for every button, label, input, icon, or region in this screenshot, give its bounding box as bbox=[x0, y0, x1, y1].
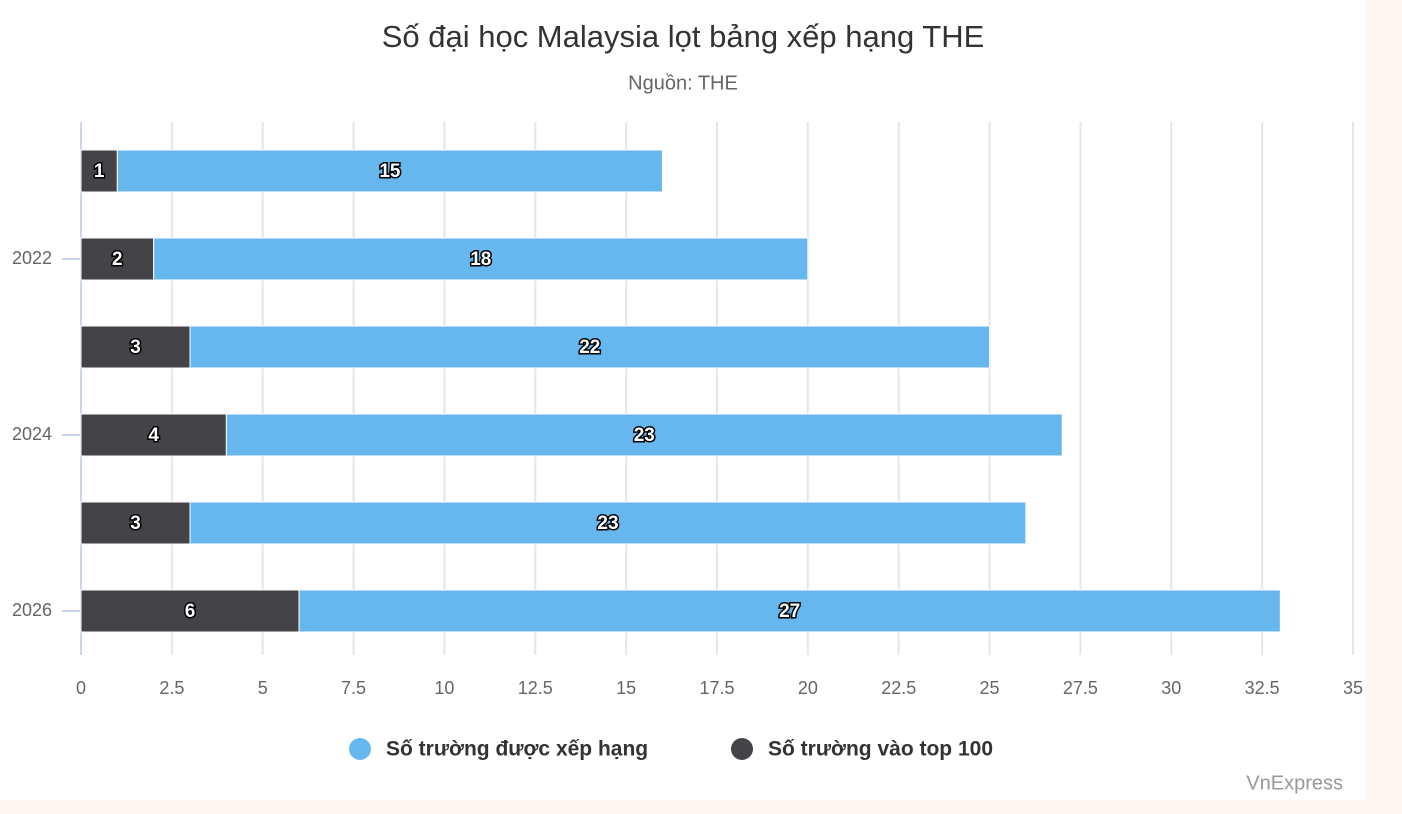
legend-marker[interactable] bbox=[349, 738, 371, 760]
legend-label[interactable]: Số trường được xếp hạng bbox=[386, 738, 648, 761]
x-tick-label: 20 bbox=[798, 678, 818, 698]
bar-segment bbox=[225, 413, 1063, 457]
bar-segment bbox=[80, 413, 227, 457]
y-tick-label: 2026 bbox=[12, 600, 52, 620]
y-tick-label: 2024 bbox=[12, 424, 52, 444]
x-tick-label: 5 bbox=[258, 678, 268, 698]
x-tick-label: 25 bbox=[980, 678, 1000, 698]
bar-segment bbox=[80, 501, 191, 545]
data-label: 18 bbox=[470, 249, 491, 270]
x-tick-label: 12.5 bbox=[518, 678, 553, 698]
data-label: 3 bbox=[130, 513, 141, 534]
x-tick-label: 17.5 bbox=[699, 678, 734, 698]
bar-segment bbox=[189, 325, 991, 369]
x-tick-label: 35 bbox=[1343, 678, 1363, 698]
data-label: 22 bbox=[579, 337, 600, 358]
bar-segment bbox=[116, 149, 663, 193]
bar-segment bbox=[80, 325, 191, 369]
chart-background bbox=[0, 0, 1365, 800]
bar-segment bbox=[80, 237, 155, 281]
data-label: 3 bbox=[130, 337, 141, 358]
legend-marker[interactable] bbox=[731, 738, 753, 760]
x-tick-label: 27.5 bbox=[1063, 678, 1098, 698]
x-tick-label: 0 bbox=[76, 678, 86, 698]
data-label: 23 bbox=[634, 425, 655, 446]
bar-segment bbox=[189, 501, 1027, 545]
bar-segment bbox=[80, 149, 118, 193]
x-tick-label: 32.5 bbox=[1245, 678, 1280, 698]
data-label: 27 bbox=[779, 601, 800, 622]
chart-title: Số đại học Malaysia lọt bảng xếp hạng TH… bbox=[382, 19, 985, 54]
x-tick-label: 15 bbox=[616, 678, 636, 698]
credit: VnExpress bbox=[1246, 772, 1343, 794]
chart-subtitle: Nguồn: THE bbox=[628, 72, 738, 94]
data-label: 23 bbox=[597, 513, 618, 534]
x-tick-label: 30 bbox=[1161, 678, 1181, 698]
data-label: 6 bbox=[185, 601, 196, 622]
data-label: 15 bbox=[379, 161, 401, 182]
x-tick-label: 2.5 bbox=[159, 678, 184, 698]
data-label: 2 bbox=[112, 249, 123, 270]
y-tick-label: 2022 bbox=[12, 248, 52, 268]
data-label: 1 bbox=[94, 161, 105, 182]
legend-label[interactable]: Số trường vào top 100 bbox=[768, 738, 993, 761]
data-label: 4 bbox=[148, 425, 159, 446]
x-tick-label: 22.5 bbox=[881, 678, 916, 698]
x-tick-label: 10 bbox=[434, 678, 454, 698]
bar-segment bbox=[153, 237, 809, 281]
bar-segment bbox=[298, 589, 1281, 633]
x-tick-label: 7.5 bbox=[341, 678, 366, 698]
